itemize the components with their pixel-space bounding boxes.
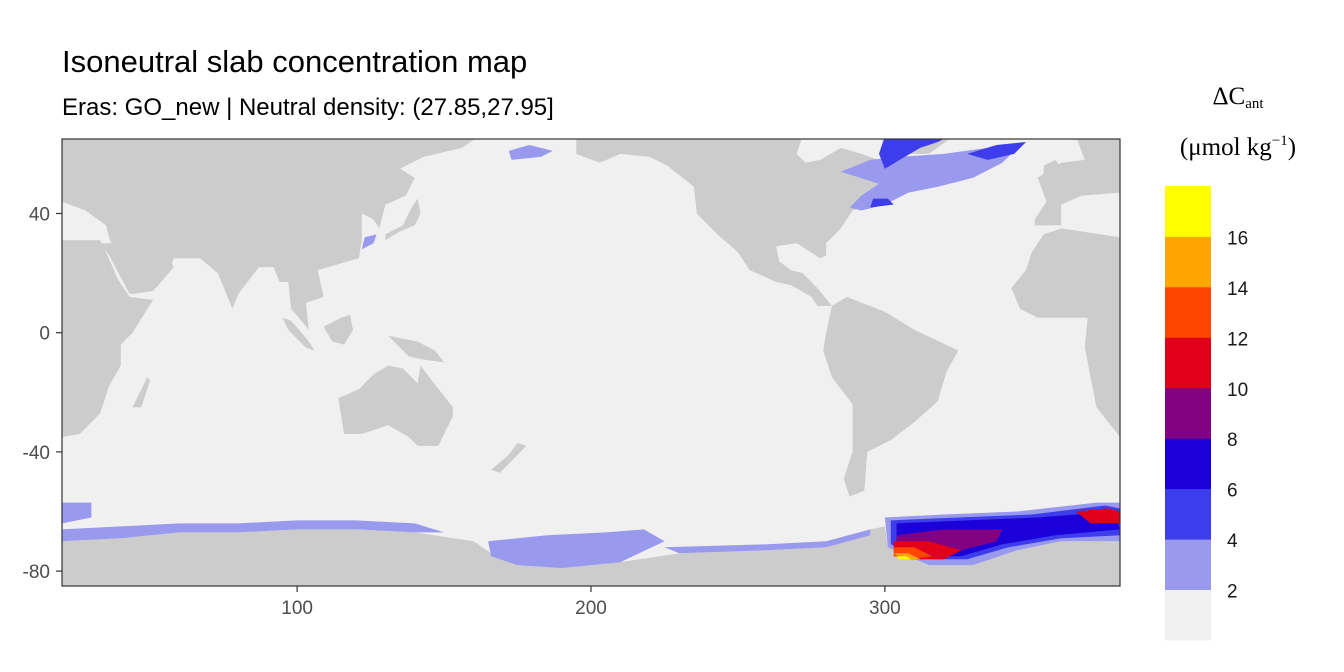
ross-sea-shelf (664, 529, 871, 554)
colorbar-break-label: 10 (1227, 380, 1248, 401)
map-layer (62, 139, 1120, 586)
legend-units-prefix: (μmol kg (1179, 134, 1272, 161)
x-tick-label: 100 (281, 598, 313, 619)
colorbar-bin (1165, 286, 1211, 338)
colorbar-break-label: 16 (1227, 228, 1248, 249)
y-axis: 40 0 -40 -80 (23, 205, 62, 583)
sumatra-landmass (282, 317, 315, 351)
madagascar-landmass (132, 377, 151, 408)
borneo-landmass (323, 314, 353, 345)
new-guinea-landmass (388, 335, 445, 363)
irminger-sea (967, 142, 1026, 160)
sea-of-okhotsk (508, 145, 553, 160)
colorbar-break-label: 6 (1227, 481, 1238, 502)
weddell-east-10-12 (1075, 508, 1120, 524)
arabia-landmass (100, 243, 174, 294)
colorbar-break-label: 8 (1227, 430, 1238, 451)
y-tick-label: -40 (23, 443, 50, 464)
legend-units-suffix: ) (1287, 134, 1297, 161)
south-america-landmass (823, 296, 959, 497)
europe-west-landmass (1034, 139, 1120, 226)
legend-title-sub: ant (1245, 96, 1264, 112)
colorbar-break-label: 14 (1227, 279, 1249, 300)
weddell-sea-16-18 (896, 556, 912, 560)
colorbar-bin (1165, 387, 1211, 439)
east-china-sea (361, 234, 377, 250)
legend-units-sup: −1 (1271, 133, 1288, 149)
africa-east-wrap (1011, 228, 1120, 437)
legend-title-main: ΔC (1212, 83, 1246, 110)
x-axis: 100 200 300 (281, 586, 901, 619)
concentration-regions (62, 139, 1120, 569)
indian-sector-western-patch (62, 502, 92, 524)
new-zealand-landmass (491, 443, 527, 473)
legend-title: ΔCant (μmol kg−1) (1150, 84, 1326, 160)
colorbar-bin (1165, 186, 1211, 237)
colorbar-break-label: 12 (1227, 329, 1248, 350)
labrador-sea (879, 139, 944, 169)
y-tick-label: -80 (23, 562, 50, 583)
colorbar-bin (1165, 236, 1211, 288)
africa-landmass (62, 240, 154, 437)
colorbar-bin (1165, 488, 1211, 540)
colorbar (1165, 186, 1211, 641)
antarctica-landmass (62, 526, 1120, 586)
colorbar-bin (1165, 438, 1211, 490)
x-tick-label: 200 (575, 598, 607, 619)
chart-subtitle: Eras: GO_new | Neutral density: (27.85,2… (62, 94, 554, 121)
grand-banks (870, 198, 894, 208)
uk-landmass (1043, 159, 1068, 184)
colorbar-bin (1165, 539, 1211, 590)
land-mask (62, 139, 1120, 586)
southern-ocean-indian-sector (62, 520, 445, 542)
australia-landmass (338, 365, 453, 446)
y-tick-label: 0 (39, 324, 50, 345)
colorbar-break-label: 2 (1227, 582, 1238, 603)
y-tick-label: 40 (29, 205, 50, 226)
colorbar-bin (1165, 589, 1211, 641)
north-america-landmass (576, 139, 897, 306)
colorbar-break-label: 4 (1227, 531, 1238, 552)
japan-landmass (385, 198, 421, 241)
chart-title: Isoneutral slab concentration map (62, 44, 528, 79)
x-tick-label: 300 (869, 598, 901, 619)
colorbar-bin (1165, 337, 1211, 389)
eurasia-landmass (62, 139, 475, 330)
southern-ocean-pacific-sector (488, 529, 665, 569)
colorbar-labels: 2 4 6 8 10 12 14 16 (1227, 228, 1249, 602)
